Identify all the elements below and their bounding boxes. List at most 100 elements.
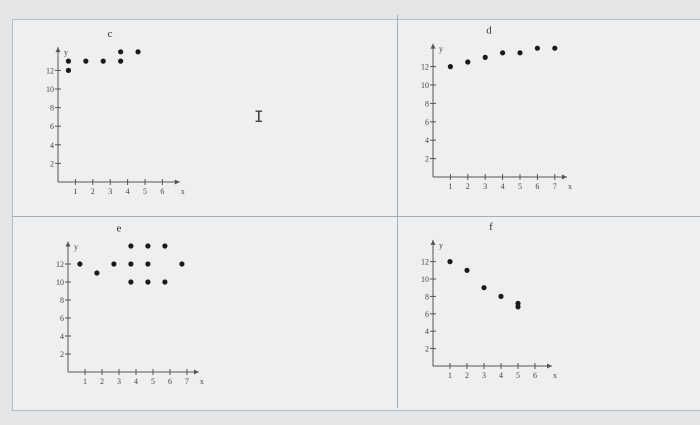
data-point (179, 261, 185, 267)
y-axis-arrow (65, 241, 71, 247)
text-cursor-icon: I (254, 107, 264, 126)
data-point (145, 243, 151, 249)
data-point (83, 58, 89, 64)
y-tick-label: 2 (60, 350, 64, 359)
x-tick-label: 2 (91, 187, 95, 196)
data-point (128, 243, 134, 249)
y-tick-label: 8 (425, 292, 429, 301)
x-tick-label: 3 (482, 371, 486, 380)
y-tick-label: 10 (421, 81, 429, 90)
panel-divider-horizontal (12, 216, 700, 217)
y-tick-label: 6 (425, 118, 429, 127)
y-tick-label: 4 (425, 327, 429, 336)
data-point (465, 59, 471, 65)
y-tick-label: 2 (425, 155, 429, 164)
data-point (517, 50, 523, 56)
y-axis-label: y (439, 241, 443, 250)
data-point (481, 285, 487, 291)
y-tick-label: 4 (50, 141, 54, 150)
y-tick-label: 6 (50, 122, 54, 131)
worksheet-panel (12, 19, 700, 411)
y-axis-arrow (430, 239, 436, 245)
data-point (111, 261, 117, 267)
x-tick-label: 1 (448, 182, 452, 191)
y-tick-label: 6 (425, 310, 429, 319)
x-tick-label: 2 (100, 377, 104, 386)
x-tick-label: 6 (535, 182, 539, 191)
y-tick-label: 2 (50, 159, 54, 168)
data-point (482, 54, 488, 61)
chart-title: e (117, 223, 122, 235)
x-tick-label: 4 (134, 377, 138, 386)
y-tick-label: 12 (421, 63, 429, 72)
x-axis-arrow (561, 174, 567, 180)
x-tick-label: 1 (73, 187, 77, 196)
x-axis-label: x (553, 371, 557, 380)
y-tick-label: 12 (421, 258, 429, 267)
x-tick-label: 5 (151, 377, 155, 386)
data-point (464, 267, 470, 273)
y-tick-label: 4 (425, 136, 429, 145)
data-point (135, 49, 141, 55)
y-axis-arrow (430, 43, 436, 49)
x-tick-label: 2 (465, 371, 469, 380)
x-tick-label: 7 (553, 182, 557, 191)
data-point (65, 58, 72, 64)
data-point (447, 64, 453, 70)
y-tick-label: 8 (60, 296, 64, 305)
chart-title: d (486, 25, 492, 37)
x-tick-label: 1 (83, 377, 87, 386)
x-tick-label: 5 (516, 371, 520, 380)
data-point (552, 45, 558, 51)
x-tick-label: 1 (448, 371, 452, 380)
x-axis-arrow (174, 179, 180, 185)
data-point (447, 259, 453, 265)
x-axis-arrow (193, 369, 199, 375)
data-point (162, 279, 168, 285)
data-point (128, 279, 134, 285)
x-tick-label: 5 (518, 182, 522, 191)
x-tick-label: 6 (533, 371, 537, 380)
x-tick-label: 3 (108, 187, 112, 196)
data-point (65, 67, 72, 73)
chart-title: f (489, 221, 493, 233)
y-axis-label: y (64, 48, 68, 57)
data-point (498, 293, 504, 299)
y-tick-label: 12 (56, 260, 64, 269)
x-tick-label: 4 (126, 187, 130, 196)
y-tick-label: 6 (60, 314, 64, 323)
data-point (77, 261, 83, 267)
y-axis-arrow (55, 47, 61, 53)
x-tick-label: 3 (117, 377, 121, 386)
data-point (500, 50, 506, 56)
y-tick-label: 12 (46, 66, 54, 75)
y-axis-label: y (74, 243, 78, 252)
data-point (145, 279, 151, 285)
x-axis-arrow (547, 363, 552, 369)
y-tick-label: 8 (50, 104, 54, 113)
x-tick-label: 7 (185, 377, 189, 386)
y-tick-label: 10 (56, 278, 64, 287)
x-tick-label: 3 (483, 182, 487, 191)
chart-title: c (108, 28, 113, 40)
data-point (118, 58, 124, 64)
x-axis-label: x (200, 377, 204, 386)
x-axis-label: x (181, 187, 185, 196)
data-point (515, 304, 521, 310)
y-tick-label: 10 (46, 85, 54, 94)
x-axis-label: x (568, 182, 572, 191)
x-tick-label: 6 (160, 187, 164, 196)
data-point (145, 261, 151, 267)
x-tick-label: 4 (501, 182, 505, 191)
data-point (100, 58, 106, 64)
x-tick-label: 5 (143, 187, 147, 196)
x-tick-label: 2 (466, 182, 470, 191)
y-axis-label: y (439, 45, 443, 54)
y-tick-label: 4 (60, 332, 64, 341)
data-point (94, 270, 100, 276)
y-tick-label: 8 (425, 99, 429, 108)
